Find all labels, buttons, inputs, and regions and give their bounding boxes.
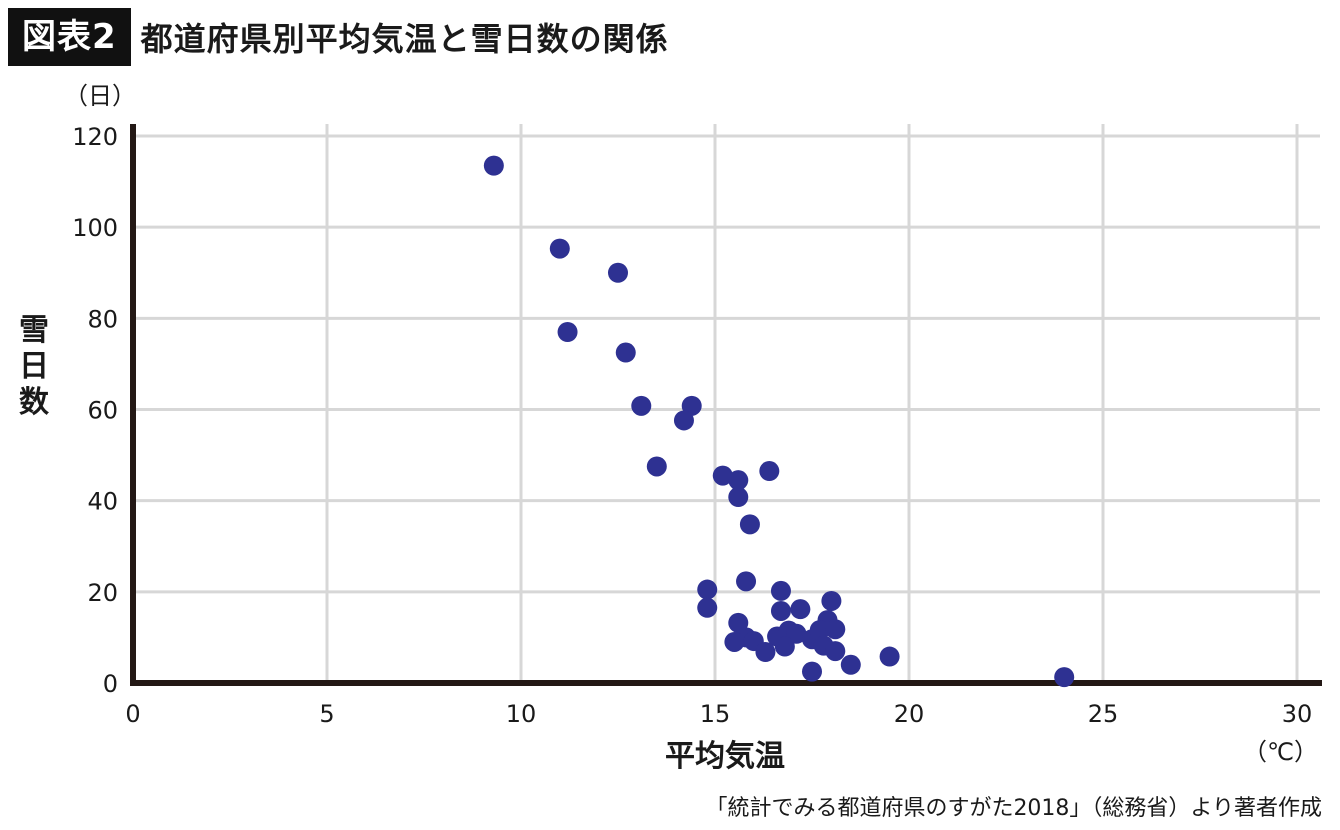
data-point <box>736 571 757 592</box>
x-axis-label: 平均気温 <box>665 739 785 774</box>
x-tick-label: 5 <box>319 700 334 728</box>
data-point <box>1054 667 1075 688</box>
data-point <box>724 631 745 652</box>
x-tick-label: 10 <box>506 700 537 728</box>
chart-header: 図表2 都道府県別平均気温と雪日数の関係 <box>8 8 669 66</box>
data-point <box>697 579 718 600</box>
source-note: 「統計でみる都道府県のすがた2018」（総務省）より著者作成 <box>705 796 1322 821</box>
data-point <box>631 395 652 416</box>
y-tick-label: 40 <box>87 488 118 516</box>
data-point <box>697 597 718 618</box>
data-point <box>809 620 830 641</box>
data-point <box>770 600 791 621</box>
y-tick-label: 120 <box>72 123 118 151</box>
data-point <box>755 642 776 663</box>
chart-title: 都道府県別平均気温と雪日数の関係 <box>140 20 669 58</box>
data-point <box>759 461 780 482</box>
y-tick-label: 100 <box>72 214 118 242</box>
x-tick-label: 20 <box>894 700 925 728</box>
data-point <box>739 514 760 535</box>
data-point <box>825 619 846 640</box>
data-point <box>557 322 578 343</box>
y-tick-label: 60 <box>87 397 118 425</box>
y-axis-label: 雪日数 <box>19 313 50 420</box>
y-tick-label: 80 <box>87 305 118 333</box>
data-point <box>774 636 795 657</box>
data-point <box>825 641 846 662</box>
data-point <box>646 456 667 477</box>
x-tick-label: 30 <box>1282 700 1313 728</box>
data-point <box>712 465 733 486</box>
x-tick-label: 25 <box>1088 700 1119 728</box>
data-point <box>483 155 504 176</box>
data-point <box>790 599 811 620</box>
data-point <box>821 590 842 611</box>
x-tick-label: 0 <box>125 700 140 728</box>
data-point <box>786 623 807 644</box>
data-point <box>879 646 900 667</box>
data-point <box>673 410 694 431</box>
x-tick-label: 15 <box>700 700 731 728</box>
data-point <box>608 262 628 283</box>
y-tick-label: 0 <box>103 670 118 698</box>
x-unit-label: （℃） <box>1243 738 1318 766</box>
data-point <box>549 238 570 259</box>
y-unit-label: （日） <box>64 82 136 110</box>
data-point <box>615 342 636 363</box>
data-point <box>728 487 749 508</box>
data-point <box>728 470 749 491</box>
y-tick-label: 20 <box>87 579 118 607</box>
data-point <box>770 580 791 601</box>
data-point <box>840 654 861 675</box>
data-point <box>802 661 822 682</box>
figure-badge: 図表2 <box>8 8 131 66</box>
